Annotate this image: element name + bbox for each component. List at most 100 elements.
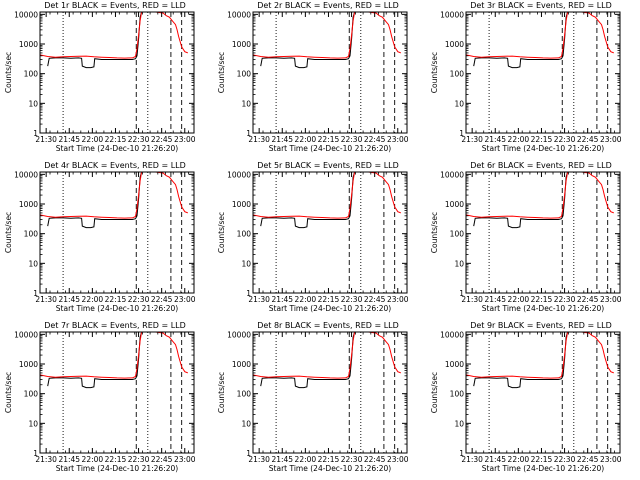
- panel-2r: Det 2r BLACK = Events, RED = LLD 1 10 100 10…: [217, 1, 409, 153]
- y-axis-label: Counts/sec: [430, 52, 439, 93]
- x-tick-label: 23:00: [387, 135, 409, 144]
- x-tick-label: 22:30: [554, 455, 576, 464]
- x-tick-label: 23:00: [174, 135, 196, 144]
- x-tick-label: 21:30: [248, 295, 270, 304]
- series-events: [473, 332, 582, 389]
- x-tick-label: 21:45: [484, 455, 506, 464]
- panel-9r: Det 9r BLACK = Events, RED = LLD 1 10 100 10…: [430, 321, 622, 473]
- x-tick-label: 22:45: [364, 135, 386, 144]
- x-tick-label: 21:45: [271, 135, 293, 144]
- y-tick-label: 1: [246, 449, 251, 458]
- panel-8r: Det 8r BLACK = Events, RED = LLD 1 10 100 10…: [217, 321, 409, 473]
- x-axis-label: Start Time (24-Dec-10 21:26:20): [56, 304, 178, 313]
- x-tick-label: 22:45: [151, 455, 173, 464]
- series-events: [47, 172, 156, 229]
- y-tick-label: 1000: [445, 200, 464, 209]
- plot-frame: [39, 171, 195, 294]
- x-tick-label: 22:30: [554, 295, 576, 304]
- plot-frame: [465, 11, 621, 134]
- x-tick-label: 23:00: [600, 455, 622, 464]
- y-tick-label: 10000: [440, 10, 464, 19]
- series-lld: [40, 172, 188, 219]
- x-tick-label: 22:45: [151, 295, 173, 304]
- y-tick-label: 1000: [232, 200, 251, 209]
- panel-4r: Det 4r BLACK = Events, RED = LLD 1 10 100 10…: [4, 161, 196, 313]
- plot-frame: [39, 331, 195, 454]
- y-tick-label: 1: [246, 129, 251, 138]
- y-tick-label: 10: [454, 419, 464, 428]
- x-tick-label: 22:30: [341, 295, 363, 304]
- y-tick-label: 10: [241, 419, 251, 428]
- y-axis-label: Counts/sec: [4, 212, 13, 253]
- series-lld: [40, 332, 188, 379]
- series-lld: [40, 12, 188, 59]
- y-tick-label: 1000: [445, 40, 464, 49]
- y-tick-label: 1: [246, 289, 251, 298]
- y-tick-label: 100: [450, 390, 465, 399]
- y-axis-label: Counts/sec: [217, 372, 226, 413]
- plot-frame: [465, 171, 621, 294]
- panel-1r: Det 1r BLACK = Events, RED = LLD 1 10 100 10…: [4, 1, 196, 153]
- y-tick-label: 1: [459, 129, 464, 138]
- y-axis-label: Counts/sec: [430, 212, 439, 253]
- x-tick-label: 22:30: [128, 135, 150, 144]
- x-tick-label: 23:00: [174, 295, 196, 304]
- y-tick-label: 10: [454, 259, 464, 268]
- x-tick-label: 22:45: [151, 135, 173, 144]
- x-tick-label: 22:30: [128, 455, 150, 464]
- x-tick-label: 22:15: [318, 295, 340, 304]
- x-tick-label: 22:45: [577, 455, 599, 464]
- panel-3r: Det 3r BLACK = Events, RED = LLD 1 10 100 10…: [430, 1, 622, 153]
- panel-title: Det 5r BLACK = Events, RED = LLD: [257, 161, 399, 170]
- y-axis-label: Counts/sec: [217, 52, 226, 93]
- y-tick-label: 10: [454, 99, 464, 108]
- x-tick-label: 21:30: [461, 455, 483, 464]
- panel-title: Det 6r BLACK = Events, RED = LLD: [470, 161, 612, 170]
- x-tick-label: 22:30: [128, 295, 150, 304]
- y-tick-label: 100: [24, 70, 39, 79]
- x-tick-label: 23:00: [387, 295, 409, 304]
- x-axis-label: Start Time (24-Dec-10 21:26:20): [482, 304, 604, 313]
- x-tick-label: 22:00: [295, 455, 317, 464]
- y-tick-label: 10000: [227, 170, 251, 179]
- panel-title: Det 7r BLACK = Events, RED = LLD: [44, 321, 186, 330]
- x-tick-label: 22:15: [318, 455, 340, 464]
- x-tick-label: 22:30: [341, 135, 363, 144]
- plot-frame: [252, 331, 408, 454]
- series-lld: [253, 172, 401, 219]
- x-tick-label: 21:45: [58, 135, 80, 144]
- plot-frame: [465, 331, 621, 454]
- series-events: [260, 172, 369, 229]
- x-tick-label: 22:00: [82, 295, 104, 304]
- y-tick-label: 10000: [440, 170, 464, 179]
- y-tick-label: 1000: [445, 360, 464, 369]
- series-lld: [466, 172, 614, 219]
- y-tick-label: 10: [28, 259, 38, 268]
- x-tick-label: 21:45: [58, 455, 80, 464]
- panel-title: Det 8r BLACK = Events, RED = LLD: [257, 321, 399, 330]
- x-tick-label: 21:30: [461, 135, 483, 144]
- y-axis-label: Counts/sec: [4, 52, 13, 93]
- y-tick-label: 1: [33, 449, 38, 458]
- x-tick-label: 22:30: [341, 455, 363, 464]
- x-tick-label: 22:45: [364, 455, 386, 464]
- series-lld: [253, 332, 401, 379]
- x-tick-label: 21:45: [271, 295, 293, 304]
- y-tick-label: 10000: [14, 170, 38, 179]
- series-lld: [253, 12, 401, 59]
- x-tick-label: 22:00: [508, 295, 530, 304]
- x-tick-label: 21:30: [35, 295, 57, 304]
- x-axis-label: Start Time (24-Dec-10 21:26:20): [56, 144, 178, 153]
- panel-title: Det 1r BLACK = Events, RED = LLD: [44, 1, 186, 10]
- y-tick-label: 10000: [14, 10, 38, 19]
- y-tick-label: 100: [237, 230, 252, 239]
- x-axis-label: Start Time (24-Dec-10 21:26:20): [269, 304, 391, 313]
- x-tick-label: 21:30: [248, 135, 270, 144]
- x-tick-label: 22:15: [105, 295, 127, 304]
- series-events: [473, 172, 582, 229]
- plot-frame: [252, 11, 408, 134]
- y-tick-label: 1000: [19, 200, 38, 209]
- y-tick-label: 100: [450, 70, 465, 79]
- x-tick-label: 22:45: [577, 135, 599, 144]
